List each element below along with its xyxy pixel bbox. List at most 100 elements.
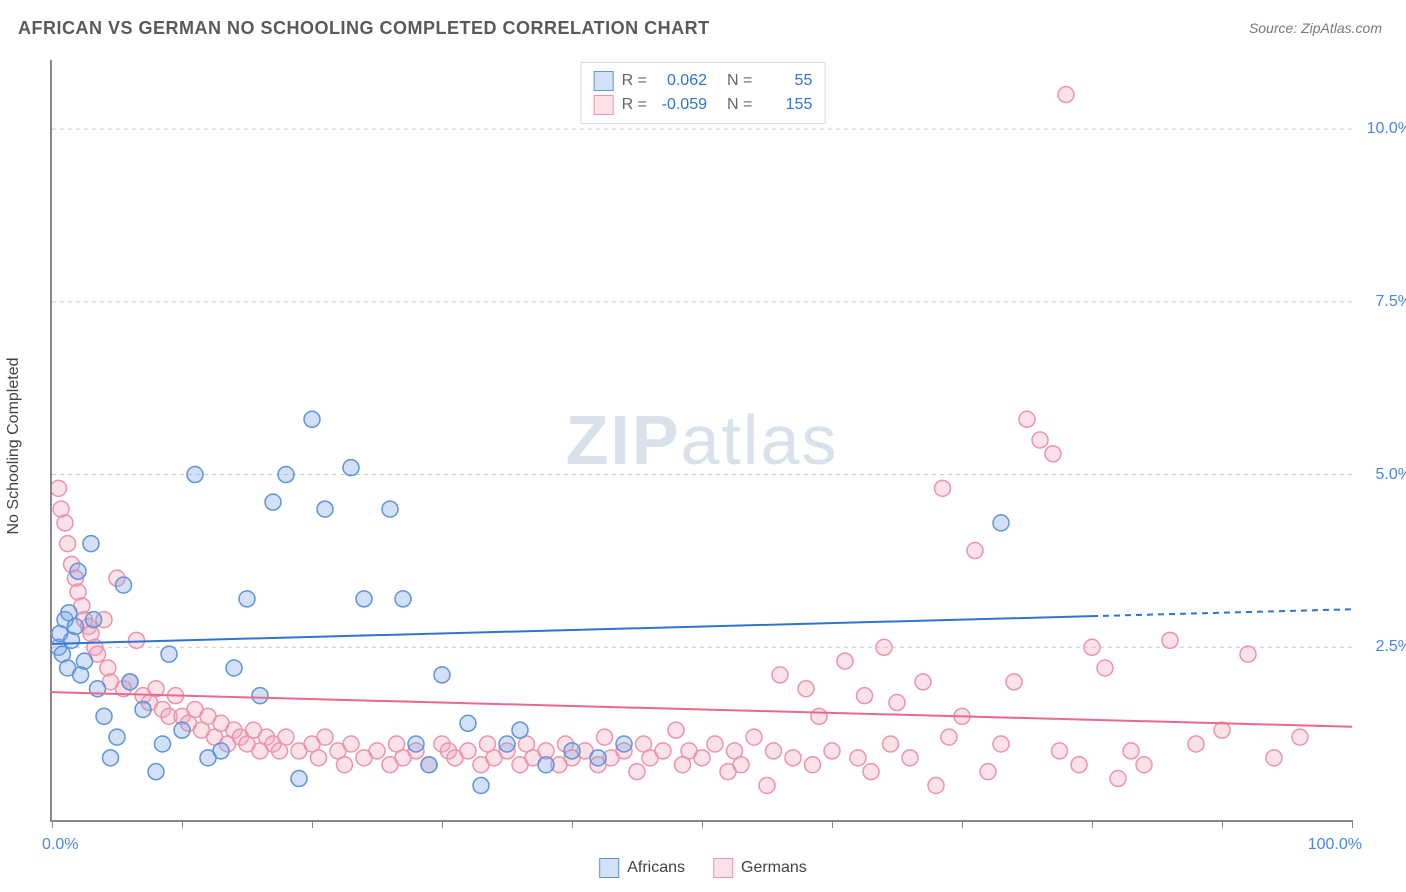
data-point	[746, 729, 762, 745]
data-point	[655, 743, 671, 759]
x-tick	[1092, 820, 1093, 828]
r-value-germans: -0.059	[655, 93, 707, 117]
series-legend: Africans Germans	[599, 858, 807, 878]
data-point	[174, 722, 190, 738]
x-tick	[182, 820, 183, 828]
correlation-legend-box: R = 0.062 N = 55 R = -0.059 N = 155	[581, 62, 826, 124]
data-point	[460, 743, 476, 759]
data-point	[597, 729, 613, 745]
x-tick	[702, 820, 703, 828]
data-point	[1240, 646, 1256, 662]
data-point	[785, 750, 801, 766]
x-tick	[1352, 820, 1353, 828]
data-point	[1123, 743, 1139, 759]
legend-label-germans: Germans	[741, 859, 807, 877]
data-point	[876, 639, 892, 655]
y-axis-title: No Schooling Completed	[5, 358, 23, 535]
data-point	[512, 722, 528, 738]
data-point	[967, 543, 983, 559]
n-label: N =	[727, 93, 752, 117]
r-label: R =	[622, 69, 647, 93]
data-point	[1084, 639, 1100, 655]
x-axis-label-min: 0.0%	[42, 836, 78, 854]
data-point	[759, 777, 775, 793]
y-tick-label: 5.0%	[1376, 466, 1406, 484]
data-point	[733, 757, 749, 773]
data-point	[863, 764, 879, 780]
data-point	[70, 563, 86, 579]
data-point	[96, 708, 112, 724]
data-point	[109, 729, 125, 745]
data-point	[1006, 674, 1022, 690]
data-point	[83, 536, 99, 552]
data-point	[993, 736, 1009, 752]
data-point	[824, 743, 840, 759]
data-point	[902, 750, 918, 766]
data-point	[883, 736, 899, 752]
data-point	[1045, 446, 1061, 462]
y-tick-label: 10.0%	[1367, 120, 1406, 138]
data-point	[889, 695, 905, 711]
correlation-row-germans: R = -0.059 N = 155	[594, 93, 813, 117]
legend-swatch-germans	[713, 858, 733, 878]
data-point	[421, 757, 437, 773]
swatch-germans	[594, 95, 614, 115]
x-tick	[572, 820, 573, 828]
x-tick	[962, 820, 963, 828]
data-point	[1032, 432, 1048, 448]
data-point	[805, 757, 821, 773]
chart-title: AFRICAN VS GERMAN NO SCHOOLING COMPLETED…	[18, 18, 710, 39]
data-point	[980, 764, 996, 780]
data-point	[135, 701, 151, 717]
data-point	[67, 619, 83, 635]
data-point	[798, 681, 814, 697]
r-label: R =	[622, 93, 647, 117]
data-point	[395, 591, 411, 607]
data-point	[408, 736, 424, 752]
x-tick	[1222, 820, 1223, 828]
data-point	[1162, 632, 1178, 648]
data-point	[707, 736, 723, 752]
chart-svg	[52, 60, 1352, 820]
chart-container: AFRICAN VS GERMAN NO SCHOOLING COMPLETED…	[0, 0, 1406, 892]
plot-area: ZIPatlas 2.5%5.0%7.5%10.0% 0.0% 100.0%	[50, 60, 1352, 822]
data-point	[343, 460, 359, 476]
n-value-africans: 55	[760, 69, 812, 93]
data-point	[278, 729, 294, 745]
data-point	[1136, 757, 1152, 773]
n-value-germans: 155	[760, 93, 812, 117]
correlation-row-africans: R = 0.062 N = 55	[594, 69, 813, 93]
data-point	[850, 750, 866, 766]
data-point	[1071, 757, 1087, 773]
legend-item-germans: Germans	[713, 858, 807, 878]
data-point	[1110, 771, 1126, 787]
data-point	[616, 736, 632, 752]
legend-item-africans: Africans	[599, 858, 685, 878]
data-point	[343, 736, 359, 752]
x-axis-label-max: 100.0%	[1308, 836, 1362, 854]
data-point	[265, 494, 281, 510]
data-point	[941, 729, 957, 745]
data-point	[369, 743, 385, 759]
data-point	[772, 667, 788, 683]
data-point	[811, 708, 827, 724]
data-point	[590, 750, 606, 766]
data-point	[187, 467, 203, 483]
data-point	[1058, 87, 1074, 103]
source-attribution: Source: ZipAtlas.com	[1249, 20, 1382, 36]
legend-swatch-africans	[599, 858, 619, 878]
data-point	[434, 667, 450, 683]
data-point	[161, 646, 177, 662]
data-point	[155, 736, 171, 752]
data-point	[668, 722, 684, 738]
regression-line	[52, 616, 1092, 644]
y-tick-label: 2.5%	[1376, 638, 1406, 656]
legend-label-africans: Africans	[627, 859, 685, 877]
data-point	[317, 729, 333, 745]
data-point	[1097, 660, 1113, 676]
data-point	[103, 750, 119, 766]
data-point	[1214, 722, 1230, 738]
y-tick-label: 7.5%	[1376, 293, 1406, 311]
data-point	[928, 777, 944, 793]
data-point	[304, 411, 320, 427]
